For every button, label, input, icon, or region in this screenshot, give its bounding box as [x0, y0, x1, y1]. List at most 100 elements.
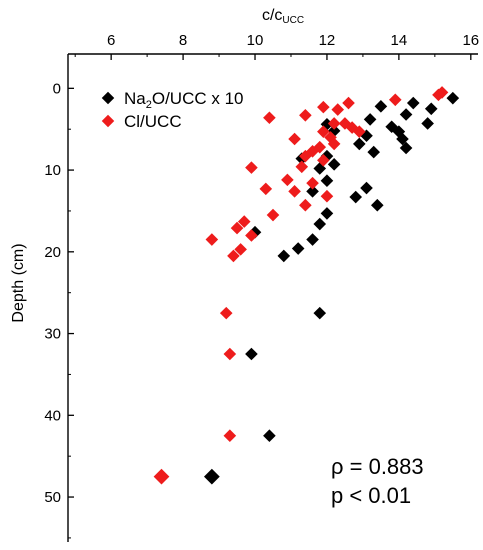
cl-point: [295, 160, 309, 174]
cl-point: [331, 103, 345, 116]
cl-point: [313, 140, 327, 154]
cl-point: [317, 100, 330, 114]
na2o-point: [353, 137, 366, 151]
legend-label-na2o-main: Na: [124, 89, 146, 108]
cl-point: [223, 429, 237, 443]
na2o-point: [291, 242, 305, 255]
na2o-point: [245, 347, 258, 361]
cl-point: [299, 198, 312, 212]
na2o-point: [424, 102, 438, 116]
y-axis-title: Depth (cm): [10, 243, 27, 322]
cl-point: [320, 189, 334, 203]
cl-point: [388, 93, 402, 107]
legend-label-na2o-subscript: 2: [146, 99, 152, 111]
cl-point: [230, 221, 244, 235]
cl-point: [153, 468, 170, 485]
legend-item-na2o: Na2O/UCC x 10: [101, 89, 244, 111]
na2o-point: [446, 91, 460, 105]
cl-point: [288, 132, 301, 146]
x-tick-label: 10: [247, 32, 264, 49]
cl-point: [259, 182, 273, 196]
cl-point: [219, 306, 233, 320]
na2o-point: [363, 113, 377, 126]
cl-point: [205, 233, 219, 246]
na2o-point: [406, 96, 420, 110]
cl-point: [288, 185, 301, 198]
p-value-annotation: p < 0.01: [331, 483, 411, 508]
cl-point: [266, 208, 280, 222]
cl-point: [338, 117, 352, 130]
cl-point: [324, 131, 337, 144]
x-axis-title: c/cUCC: [262, 7, 304, 26]
na2o-point: [277, 249, 291, 263]
na2o-point: [385, 120, 398, 134]
cl-point: [342, 96, 355, 110]
y-tick-label: 0: [53, 80, 61, 97]
na2o-point: [248, 225, 262, 239]
cl-point: [327, 117, 341, 130]
data-points: [153, 86, 460, 485]
na2o-point: [360, 129, 373, 143]
x-axis-title-main: c/c: [262, 7, 282, 24]
cl-point: [306, 176, 319, 190]
na2o-point: [263, 429, 276, 443]
cl-point: [299, 109, 312, 122]
cl-point: [345, 121, 359, 134]
na2o-point: [396, 132, 409, 146]
axes: [67, 53, 478, 542]
na2o-point: [370, 198, 384, 212]
x-tick-label: 16: [462, 32, 479, 49]
x-tick-label: 12: [319, 32, 336, 49]
cl-point: [317, 153, 330, 167]
cl-point: [234, 243, 247, 256]
cl-point: [263, 111, 276, 125]
na2o-point: [306, 185, 319, 198]
cl-point: [281, 173, 294, 187]
na2o-point: [360, 181, 373, 195]
y-ticks: 0 10 20 30 40 50: [44, 80, 74, 539]
na2o-point: [320, 207, 334, 220]
legend-marker-cl: [101, 114, 115, 128]
cl-point: [299, 149, 312, 163]
legend-label-cl: Cl/UCC: [124, 112, 182, 131]
x-ticks: 6 8 10 12 14 16: [74, 32, 479, 60]
legend-item-cl: Cl/UCC: [101, 112, 182, 131]
na2o-point: [306, 233, 319, 246]
y-tick-label: 40: [44, 407, 61, 424]
legend-label-na2o-rest: O/UCC x 10: [152, 89, 244, 108]
cl-point: [306, 144, 319, 158]
correlation-annotation: ρ = 0.883: [331, 454, 424, 479]
na2o-point: [313, 217, 327, 231]
legend-label-na2o: Na2O/UCC x 10: [124, 89, 244, 111]
x-tick-label: 8: [179, 32, 187, 49]
na2o-point: [313, 162, 327, 175]
na2o-point: [367, 145, 381, 159]
na2o-point: [313, 306, 327, 320]
na2o-point: [327, 158, 341, 171]
cl-point: [223, 347, 237, 361]
na2o-point: [203, 468, 220, 485]
na2o-point: [399, 108, 413, 121]
na2o-point: [392, 125, 406, 138]
na2o-point: [421, 117, 434, 130]
cl-point: [317, 125, 330, 138]
na2o-point: [374, 100, 388, 113]
na2o-point: [320, 174, 334, 188]
cl-point: [237, 215, 251, 228]
legend-marker-na2o: [101, 91, 115, 105]
x-tick-label: 6: [107, 32, 115, 49]
y-tick-label: 20: [44, 244, 61, 261]
y-tick-label: 30: [44, 326, 61, 343]
x-tick-label: 14: [391, 32, 408, 49]
cl-point: [327, 137, 341, 151]
na2o-point: [349, 190, 363, 204]
cl-point: [227, 249, 240, 263]
legend: Na2O/UCC x 10 Cl/UCC: [101, 89, 244, 131]
y-tick-label: 10: [44, 162, 61, 179]
na2o-point: [399, 141, 413, 155]
y-tick-label: 50: [44, 489, 61, 506]
cl-point: [353, 125, 366, 138]
cl-point: [245, 161, 258, 174]
cl-point: [432, 88, 445, 102]
